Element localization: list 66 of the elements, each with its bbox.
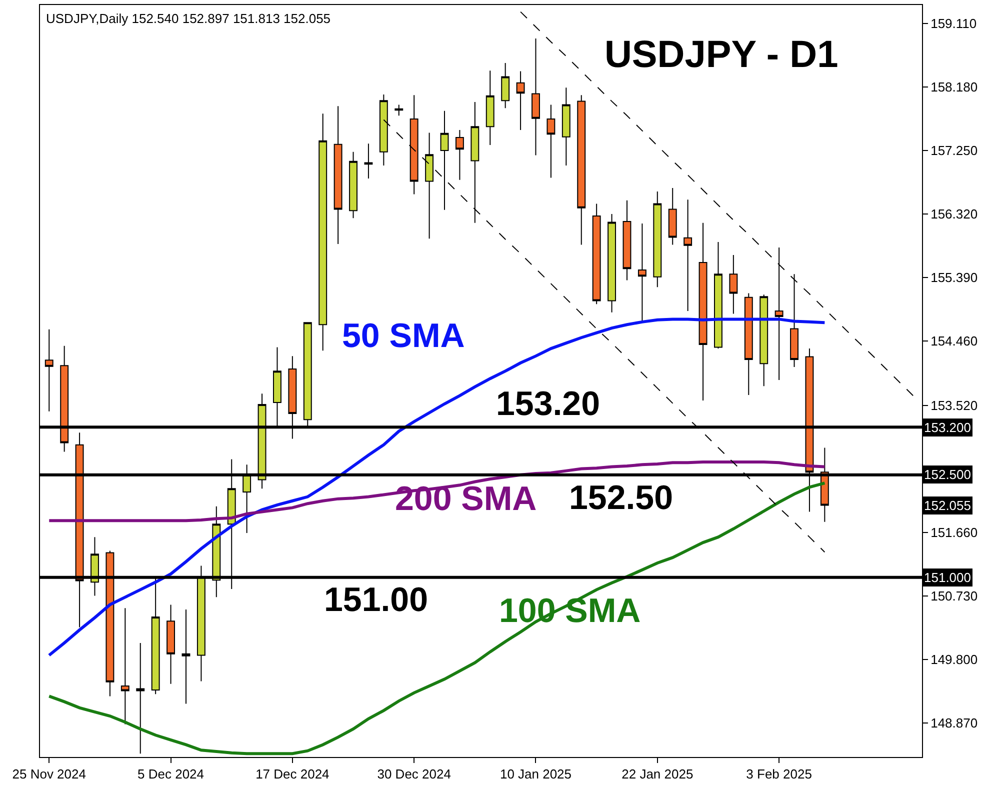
candlestick bbox=[425, 132, 434, 240]
x-tick-label: 10 Jan 2025 bbox=[500, 766, 572, 782]
candlestick bbox=[774, 246, 784, 380]
candlestick bbox=[334, 106, 342, 245]
y-tick-label: 156.320 bbox=[930, 206, 978, 222]
candlestick bbox=[760, 294, 768, 387]
x-tick-label: 3 Feb 2025 bbox=[746, 766, 812, 782]
x-tick-label: 25 Nov 2024 bbox=[12, 766, 86, 782]
candlestick bbox=[516, 70, 525, 130]
y-tick-label: 149.800 bbox=[930, 652, 978, 667]
candlestick bbox=[608, 214, 616, 313]
y-tick-label: 159.110 bbox=[930, 16, 977, 31]
line-series bbox=[48, 460, 826, 522]
series-label: 50 SMA bbox=[342, 317, 465, 355]
candlestick bbox=[44, 328, 54, 412]
y-tick-label: 157.250 bbox=[930, 143, 978, 158]
candlestick bbox=[394, 104, 404, 116]
candlestick bbox=[182, 608, 190, 704]
candlestick bbox=[684, 199, 692, 312]
candlestick bbox=[592, 203, 601, 305]
candlestick bbox=[546, 104, 556, 178]
candlestick bbox=[622, 200, 632, 281]
candlestick bbox=[714, 242, 722, 350]
candlestick bbox=[668, 188, 677, 246]
candlestick bbox=[744, 292, 753, 396]
candlestick bbox=[577, 94, 586, 246]
text: 152.500 bbox=[924, 467, 971, 482]
text: USDJPY - D1 bbox=[604, 34, 838, 76]
candlestick bbox=[729, 254, 738, 314]
y-tick-label: 155.390 bbox=[930, 270, 978, 286]
candlestick bbox=[532, 38, 540, 156]
y-tick-label: 158.180 bbox=[930, 80, 978, 95]
ref-line-label: 153.20 bbox=[496, 385, 600, 423]
candlestick bbox=[136, 642, 145, 754]
text: 151.000 bbox=[924, 570, 971, 585]
candlestick bbox=[120, 608, 130, 725]
candlestick bbox=[364, 143, 373, 179]
x-tick-label: 22 Jan 2025 bbox=[622, 766, 694, 782]
y-tick-label: 154.460 bbox=[930, 334, 978, 349]
candlestick bbox=[318, 113, 328, 352]
y-tick-label: 151.660 bbox=[930, 524, 978, 540]
text: 152.055 bbox=[924, 498, 971, 513]
text: USDJPY,Daily 152.540 152.897 151.813 152.055 bbox=[46, 11, 331, 26]
candlestick bbox=[166, 604, 176, 684]
candlestick bbox=[455, 129, 464, 180]
series-label: 100 SMA bbox=[499, 592, 641, 630]
ref-line-label: 152.50 bbox=[569, 479, 673, 517]
x-tick-label: 17 Dec 2024 bbox=[256, 766, 330, 782]
candlestick bbox=[562, 87, 570, 166]
ref-line-label: 151.00 bbox=[324, 581, 428, 619]
line-series bbox=[48, 318, 826, 657]
x-tick-label: 5 Dec 2024 bbox=[138, 766, 204, 782]
y-tick-label: 153.520 bbox=[930, 398, 978, 413]
text: 153.200 bbox=[924, 420, 971, 435]
candlestick bbox=[349, 151, 358, 219]
candlestick bbox=[790, 274, 798, 368]
candlestick bbox=[486, 70, 494, 146]
candlestick bbox=[653, 190, 662, 288]
y-tick-label: 150.730 bbox=[930, 588, 978, 604]
candlestick bbox=[698, 222, 708, 401]
candlestick bbox=[501, 62, 510, 109]
x-tick-label: 30 Dec 2024 bbox=[377, 766, 451, 782]
y-tick-label: 148.870 bbox=[930, 715, 978, 730]
line-series bbox=[48, 482, 826, 756]
candlestick bbox=[440, 110, 449, 210]
candlestick bbox=[638, 223, 646, 322]
